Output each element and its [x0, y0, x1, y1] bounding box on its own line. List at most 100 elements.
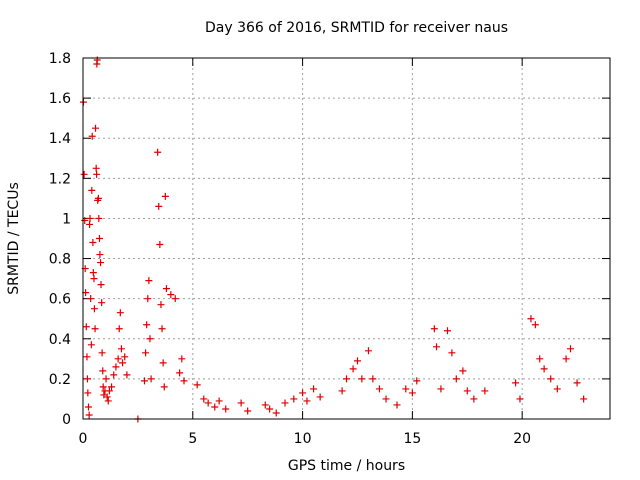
y-tick-label: 0 [62, 412, 71, 428]
data-points [79, 56, 588, 423]
data-point [95, 214, 103, 222]
data-point [83, 353, 91, 361]
y-tick-label: 0.4 [49, 332, 71, 348]
data-point [437, 385, 445, 393]
data-point [93, 170, 101, 178]
data-point [540, 365, 548, 373]
data-point [402, 385, 410, 393]
data-point [369, 375, 377, 383]
data-point [180, 377, 188, 385]
x-axis-title: GPS time / hours [288, 458, 405, 474]
data-point [512, 379, 520, 387]
x-tick-label: 10 [294, 431, 312, 447]
data-point [343, 375, 350, 383]
data-point [290, 395, 298, 403]
data-point [98, 299, 106, 307]
data-point [98, 349, 106, 357]
data-point [140, 377, 148, 385]
x-tick-label: 5 [188, 431, 197, 447]
data-point [142, 349, 150, 357]
data-point [143, 321, 151, 329]
data-point [303, 397, 311, 405]
data-point [310, 385, 318, 393]
data-point [84, 389, 92, 397]
data-point [154, 148, 162, 156]
data-point [161, 192, 169, 200]
data-point [261, 401, 269, 409]
data-point [531, 321, 539, 329]
data-point [92, 124, 100, 132]
data-point [222, 405, 230, 413]
data-point [112, 363, 120, 371]
data-point [573, 379, 581, 387]
y-axis-title: SRMTID / TECUs [6, 182, 22, 295]
data-point [105, 387, 113, 395]
data-point [481, 387, 489, 395]
y-tick-label: 0.2 [49, 372, 71, 388]
data-point [160, 383, 168, 391]
data-point [204, 399, 212, 407]
data-point [433, 343, 441, 351]
data-point [215, 397, 223, 405]
data-point [155, 202, 163, 210]
data-point [413, 377, 421, 385]
data-point [147, 375, 155, 383]
data-point [102, 375, 110, 383]
data-point [211, 403, 219, 411]
y-tick-label: 1.4 [49, 131, 71, 147]
data-point [99, 367, 107, 375]
data-point [393, 401, 401, 409]
data-point [459, 367, 467, 375]
data-point [553, 385, 561, 393]
data-point [281, 399, 289, 407]
data-point [159, 359, 167, 367]
data-point [156, 241, 164, 249]
data-point [89, 269, 97, 277]
data-point [430, 325, 438, 333]
axes: 0 0.2 0.4 0.6 0.8 1 1.2 1.4 1.6 1.8 0 5 10 15 20 [49, 51, 610, 447]
data-point [83, 375, 91, 383]
data-point [91, 325, 99, 333]
data-point [463, 387, 471, 395]
data-point [444, 327, 452, 335]
data-point [353, 357, 361, 365]
data-point [95, 235, 103, 242]
data-point [266, 405, 274, 413]
data-point [116, 309, 124, 317]
data-point [87, 295, 95, 303]
data-point [115, 325, 123, 333]
data-point [178, 355, 186, 363]
data-point [94, 194, 102, 202]
y-tick-label: 1.2 [49, 171, 71, 187]
data-point [87, 341, 95, 349]
data-point [99, 383, 107, 391]
data-point [338, 387, 346, 395]
data-point [580, 395, 588, 403]
data-point [82, 323, 90, 331]
data-point [176, 369, 184, 377]
data-point [114, 355, 122, 363]
data-point [108, 383, 116, 391]
data-point [200, 395, 208, 403]
data-point [144, 295, 152, 303]
data-point [88, 132, 96, 140]
data-point [110, 371, 118, 379]
data-point [470, 395, 478, 403]
data-point [408, 389, 416, 397]
data-point [96, 251, 104, 259]
data-point [85, 411, 93, 419]
y-tick-label: 1.8 [49, 51, 71, 67]
y-tick-label: 0.6 [49, 292, 71, 308]
y-tick-label: 1 [62, 211, 71, 227]
data-point [119, 359, 127, 367]
data-point [146, 335, 154, 343]
data-point [375, 385, 383, 393]
data-point [527, 315, 535, 323]
data-point [452, 375, 460, 383]
data-point [516, 395, 524, 403]
data-point [90, 305, 98, 313]
data-point [448, 349, 456, 357]
data-point [117, 345, 125, 353]
x-tick-label: 0 [79, 431, 88, 447]
